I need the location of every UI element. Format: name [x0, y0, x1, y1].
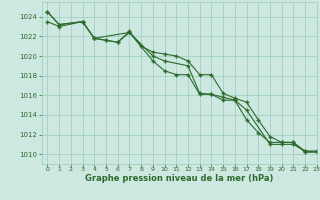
X-axis label: Graphe pression niveau de la mer (hPa): Graphe pression niveau de la mer (hPa) — [85, 174, 273, 183]
